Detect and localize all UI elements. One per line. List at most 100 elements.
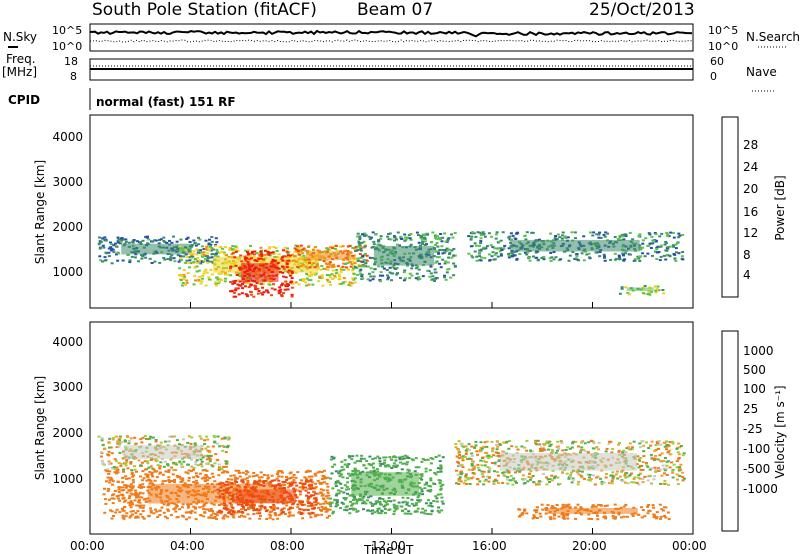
power-cell-r1 [348,281,352,284]
velocity-cell-r4 [481,456,485,459]
power-cell-r1 [353,247,357,250]
velocity-cell-r2 [230,482,234,484]
velocity-cell-r3 [346,466,349,468]
power-cell-r1 [320,277,324,280]
velocity-cell-r0 [205,435,209,438]
power-cell-r1 [182,277,186,280]
velocity-cell-r0 [159,441,163,444]
velocity-cell-r1 [326,497,330,500]
power-cell-r3 [351,254,355,257]
velocity-cell-r0 [144,434,147,437]
power-cell-r5 [654,233,658,236]
velocity-cell-r2 [216,488,220,491]
velocity-cell-r4 [538,450,542,453]
power-cell-r5 [554,256,558,259]
power-cell-r2 [231,252,235,255]
velocity-cell-r0 [180,465,183,468]
velocity-cell-r4 [639,472,642,475]
velocity-cell-r2 [268,481,272,484]
power-cell-r2 [240,292,244,295]
power-cell-r1 [179,259,183,261]
power-cell-r4 [452,274,456,277]
velocity-cell-r1 [306,500,310,502]
velocity-cell-r4 [671,469,675,472]
power-cell-r2 [249,257,253,260]
velocity-cell-r3 [376,470,380,473]
velocity-cell-r0 [208,455,212,457]
velocity-cell-r1 [246,513,250,516]
velocity-cell-r1 [277,475,281,478]
power-cell-r1 [219,279,223,281]
power-cell-r5 [606,232,610,235]
velocity-cell-r3 [400,455,404,458]
power-cell-r0 [169,259,173,262]
velocity-cell-r3 [386,503,389,506]
power-cell-r3 [326,265,330,268]
power-cell-r3 [331,266,335,269]
velocity-cell-r0 [146,460,150,463]
velocity-cell-r0 [204,468,208,471]
velocity-cell-r2 [287,508,291,511]
velocity-cell-r4 [579,451,582,454]
power-cell-r5 [491,246,495,249]
power-cell-r5 [673,253,677,256]
velocity-cell-r1 [211,475,215,478]
power-cell-r1 [193,274,197,277]
power-cell-r5 [540,257,544,259]
power-cell-r5 [550,256,554,259]
velocity-cell-r4 [493,463,497,466]
velocity-cell-r2 [295,496,299,499]
power-cell-r4 [421,275,425,278]
power-cell-r4 [366,265,370,268]
velocity-cell-r0 [115,446,119,449]
power-cell-r5 [489,244,493,247]
power-cell-r4 [444,260,448,263]
velocity-cell-r1 [285,504,289,507]
power-cell-r2 [254,285,258,288]
velocity-cell-r5 [538,512,542,515]
power-cell-r2 [285,262,289,265]
velocity-cell-r5 [622,505,626,508]
velocity-cell-r5 [614,516,618,519]
velocity-cell-r2 [244,504,248,507]
velocity-cell-r3 [387,509,391,511]
velocity-cell-r4 [625,447,629,450]
velocity-cell-r4 [668,449,672,452]
velocity-cell-r4 [487,476,491,479]
velocity-cell-r4 [663,472,666,475]
power-cell-r0 [199,262,203,265]
velocity-cell-r4 [481,475,485,478]
power-cell-r5 [473,250,477,253]
velocity-cell-r1 [150,473,154,476]
velocity-cell-r5 [603,505,607,507]
power-cell-r4 [417,268,421,271]
power-cell-r5 [495,231,499,234]
velocity-cell-r5 [651,504,655,507]
power-cell-r4 [421,241,425,244]
velocity-cell-r1 [121,514,125,517]
noise-right-tick-bottom: 10^0 [708,40,738,53]
velocity-cell-r2 [276,484,280,486]
velocity-cell-r4 [471,468,475,471]
velocity-cell-r3 [354,469,357,472]
velocity-cell-r3 [420,473,424,476]
velocity-cell-r1 [102,493,106,496]
power-cell-r1 [226,273,230,276]
velocity-cell-r1 [321,478,325,481]
velocity-cell-r2 [258,512,262,515]
power-cell-r5 [471,256,475,259]
velocity-cell-r1 [242,507,246,510]
power-cell-r4 [417,241,421,244]
velocity-cell-r3 [372,469,376,472]
velocity-cell-r5 [604,517,608,520]
velocity-cell-r4 [484,461,488,464]
power-cell-r5 [639,255,643,258]
velocity-cell-r1 [161,480,165,483]
velocity-cell-r4 [659,482,663,485]
velocity-cell-r1 [245,470,248,473]
power-cell-r4 [447,256,451,259]
velocity-cell-r3 [420,488,424,491]
velocity-cell-r1 [223,514,227,517]
velocity-cell-r5 [631,514,635,517]
velocity-cell-r5 [655,511,659,514]
